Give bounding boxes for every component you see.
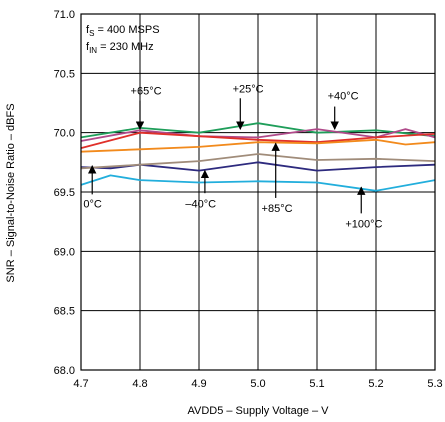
y-tick-label: 68.5: [54, 306, 75, 318]
plot-frame: [80, 13, 436, 371]
y-tick-label: 70.0: [54, 128, 75, 140]
condition-fs: fS = 400 MSPS: [86, 24, 160, 38]
y-tick-label: 69.5: [54, 187, 75, 199]
series-line: [80, 138, 436, 153]
series-label: +85°C: [262, 203, 293, 215]
x-tick-label: 4.9: [191, 378, 206, 390]
y-tick-label: 70.5: [54, 68, 75, 80]
condition-fin: fIN = 230 MHz: [86, 41, 154, 55]
grid: [80, 13, 436, 371]
series-label: –40°C: [185, 198, 216, 210]
x-tick-label: 5.3: [427, 378, 442, 390]
annotations: +65°C +25°C +40°C 0°C –40°C +85°C +100°C: [83, 83, 382, 230]
x-tick-label: 4.7: [73, 378, 88, 390]
series-label: 0°C: [83, 198, 102, 210]
series-line: [80, 174, 436, 192]
y-tick-label: 71.0: [54, 9, 75, 21]
series-label: +100°C: [345, 219, 382, 231]
x-tick-label: 5.1: [309, 378, 324, 390]
conditions-box: fS = 400 MSPS fIN = 230 MHz: [86, 24, 160, 55]
series-label: +25°C: [233, 83, 264, 95]
x-tick-labels: 4.7 4.8 4.9 5.0 5.1 5.2 5.3: [73, 378, 442, 390]
x-axis-title: AVDD5 – Supply Voltage – V: [187, 405, 329, 417]
series-line: [80, 128, 436, 142]
y-tick-label: 68.0: [54, 365, 75, 377]
y-tick-labels: 71.0 70.5 70.0 69.5 69.0 68.5 68.0: [54, 9, 75, 377]
y-tick-label: 69.0: [54, 246, 75, 258]
series-label: +65°C: [131, 86, 162, 98]
series-line: [80, 161, 436, 172]
x-tick-label: 5.2: [368, 378, 383, 390]
series-label: +40°C: [328, 90, 359, 102]
x-tick-label: 5.0: [250, 378, 265, 390]
series-line: [80, 153, 436, 170]
y-axis-title: SNR – Signal-to-Noise Ratio – dBFS: [5, 103, 17, 282]
series-line: [80, 131, 436, 149]
x-tick-label: 4.8: [132, 378, 147, 390]
